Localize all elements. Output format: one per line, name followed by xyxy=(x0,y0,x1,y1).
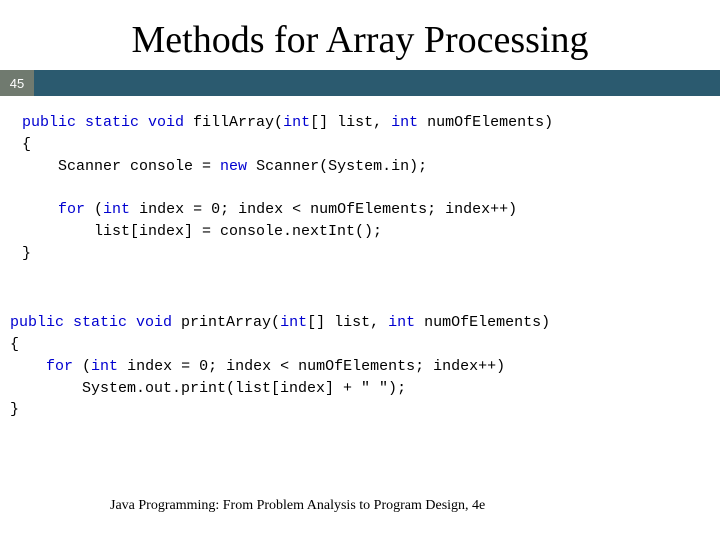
code-text: list[index] = console.nextInt(); xyxy=(22,223,382,240)
kw-int-1a: int xyxy=(283,114,310,131)
code-area: public static void fillArray(int[] list,… xyxy=(0,112,720,421)
code-text: } xyxy=(10,401,19,418)
kw-int-2b: int xyxy=(388,314,415,331)
code-text: } xyxy=(22,245,31,262)
kw-for-1: for xyxy=(58,201,85,218)
code-text: fillArray( xyxy=(184,114,283,131)
kw-public-static-void-2: public static void xyxy=(10,314,172,331)
code-text: ( xyxy=(85,201,103,218)
kw-public-static-void-1: public static void xyxy=(22,114,184,131)
code-block-1: public static void fillArray(int[] list,… xyxy=(22,112,710,264)
kw-int-1c: int xyxy=(103,201,130,218)
spacer xyxy=(22,264,710,312)
code-text: numOfElements) xyxy=(418,114,553,131)
code-text xyxy=(10,358,46,375)
code-text: { xyxy=(22,136,31,153)
kw-int-2c: int xyxy=(91,358,118,375)
code-text: printArray( xyxy=(172,314,280,331)
code-text: index = 0; index < numOfElements; index+… xyxy=(130,201,517,218)
code-text: Scanner console = xyxy=(22,158,220,175)
code-text: index = 0; index < numOfElements; index+… xyxy=(118,358,505,375)
kw-new: new xyxy=(220,158,247,175)
code-text: numOfElements) xyxy=(415,314,550,331)
code-text: Scanner(System.in); xyxy=(247,158,427,175)
code-block-2: public static void printArray(int[] list… xyxy=(10,312,710,421)
slide: Methods for Array Processing 45 public s… xyxy=(0,0,720,540)
code-text: [] list, xyxy=(307,314,388,331)
slide-title: Methods for Array Processing xyxy=(0,0,720,70)
kw-int-2a: int xyxy=(280,314,307,331)
code-text xyxy=(22,201,58,218)
page-number-box: 45 xyxy=(0,70,34,96)
code-text: [] list, xyxy=(310,114,391,131)
header-bar-row: 45 xyxy=(0,70,720,96)
kw-for-2: for xyxy=(46,358,73,375)
kw-int-1b: int xyxy=(391,114,418,131)
code-text: ( xyxy=(73,358,91,375)
header-bar xyxy=(34,70,720,96)
code-text: { xyxy=(10,336,19,353)
footer-text: Java Programming: From Problem Analysis … xyxy=(110,498,485,514)
code-text: System.out.print(list[index] + " "); xyxy=(10,380,406,397)
